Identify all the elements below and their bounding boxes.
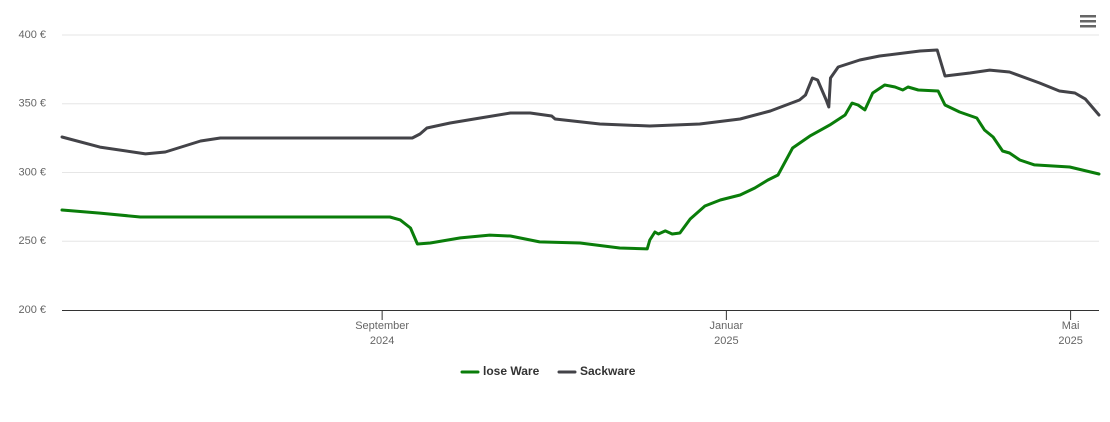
y-tick-label: 250 € xyxy=(18,235,46,247)
legend-item[interactable]: lose Ware xyxy=(460,364,540,378)
menu-button[interactable] xyxy=(1080,15,1096,28)
menu-bar xyxy=(1080,25,1096,28)
menu-bar xyxy=(1080,20,1096,23)
series-line xyxy=(60,83,1101,251)
y-tick-label: 400 € xyxy=(18,29,46,41)
series-line xyxy=(60,48,1101,156)
x-tick-label: September 2024 xyxy=(355,320,410,347)
x-tick-label: Januar 2025 xyxy=(709,320,744,347)
legend-label: lose Ware xyxy=(483,364,540,378)
y-tick-label: 300 € xyxy=(18,166,46,178)
legend-item[interactable]: Sackware xyxy=(557,364,636,378)
y-tick-label: 200 € xyxy=(18,304,46,316)
legend-label: Sackware xyxy=(580,364,636,378)
menu-bar xyxy=(1080,15,1096,18)
x-tick-label: Mai 2025 xyxy=(1058,320,1083,347)
y-tick-label: 350 € xyxy=(18,98,46,110)
